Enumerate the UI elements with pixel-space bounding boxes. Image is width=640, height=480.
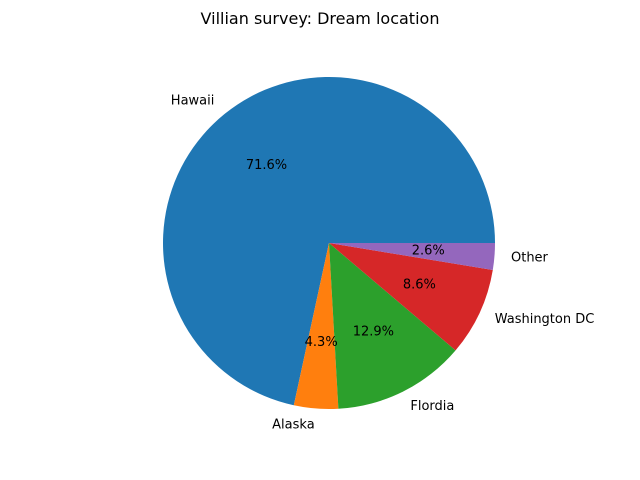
pie-slice-other [329,243,495,270]
pie-slice-hawaii [162,76,495,406]
slice-label-alaska: Alaska [272,418,315,433]
pct-label-hawaii: 71.6% [246,158,287,173]
chart-title: Villian survey: Dream location [201,9,440,28]
slice-label-hawaii: Hawaii [171,93,215,108]
pct-label-alaska: 4.3% [305,335,338,350]
pie-slice-washington-dc [329,243,493,351]
pct-label-washington-dc: 8.6% [403,277,436,292]
slice-label-flordia: Flordia [410,399,454,414]
slice-label-other: Other [511,250,549,265]
slice-label-washington-dc: Washington DC [495,312,595,327]
pie-slice-flordia [329,243,456,409]
pct-label-other: 2.6% [412,244,445,259]
pie-labels: Hawaii 71.6% Alaska 4.3% Flordia 12.9% Washing… [171,93,595,432]
pie-slice-alaska [293,243,339,409]
pie-slices [162,76,495,409]
pct-label-flordia: 12.9% [353,325,394,340]
